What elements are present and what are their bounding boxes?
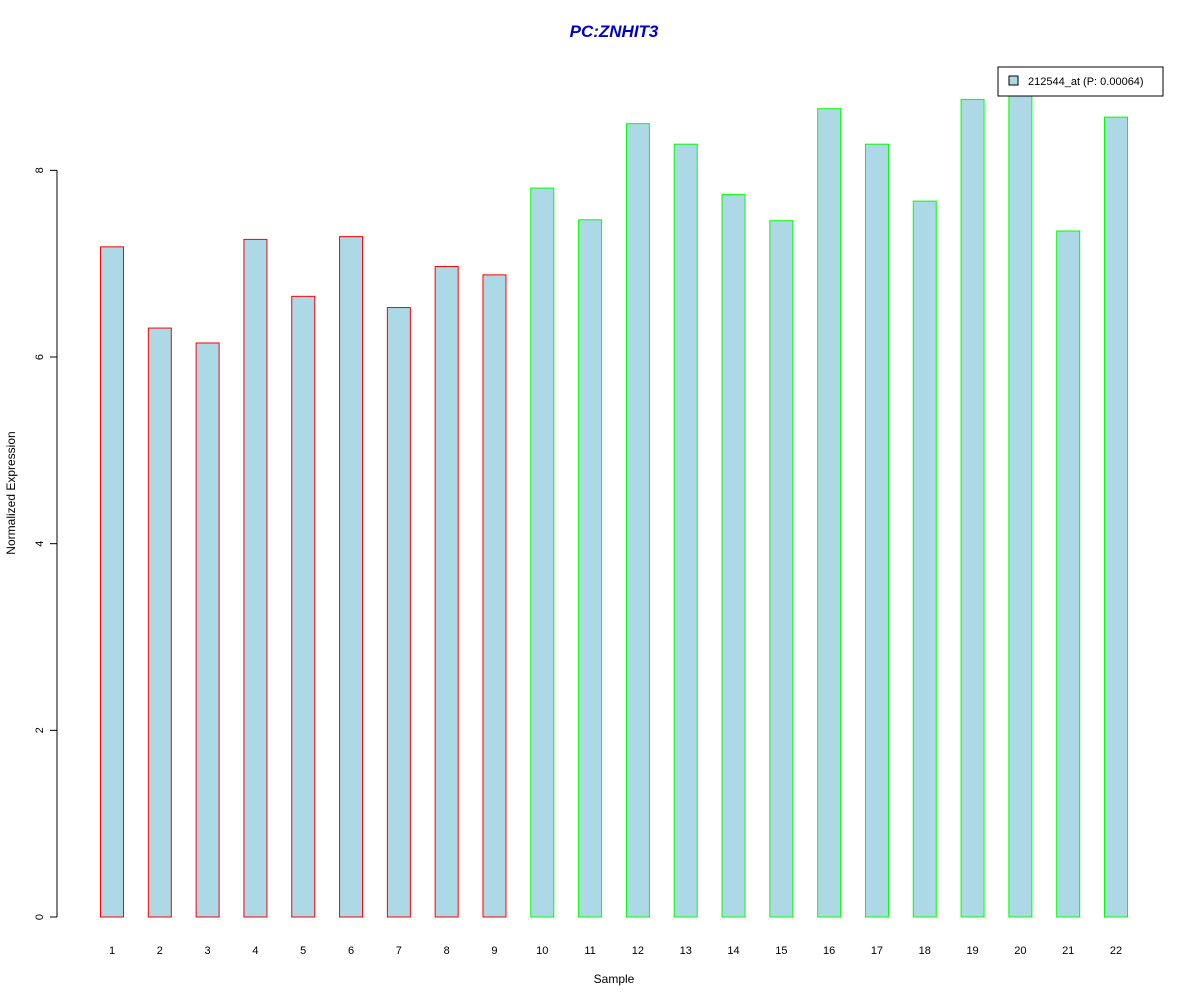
bar-sample-6 xyxy=(339,236,364,918)
x-tick-labels: 1 2 3 4 5 6 7 8 9 10 11 12 13 14 15 16 17 18 19 20 21 22 xyxy=(109,945,1122,957)
legend: 212544_at (P: 0.00064) xyxy=(997,66,1164,97)
x-tick-label: 18 xyxy=(919,945,931,957)
y-tick-label: 6 xyxy=(34,354,46,360)
bar-sample-18 xyxy=(912,200,937,918)
x-tick-label: 16 xyxy=(823,945,835,957)
x-tick-label: 1 xyxy=(109,945,115,957)
x-tick-label: 8 xyxy=(444,945,450,957)
bar-sample-4 xyxy=(243,238,268,918)
y-tick-label: 8 xyxy=(34,167,46,173)
bar-sample-3 xyxy=(195,342,220,918)
x-tick-label: 22 xyxy=(1110,945,1122,957)
y-tick-label: 2 xyxy=(34,727,46,733)
bar-sample-19 xyxy=(960,98,985,918)
bar-sample-13 xyxy=(673,143,698,918)
x-tick-label: 15 xyxy=(775,945,787,957)
bar-sample-12 xyxy=(625,123,650,918)
bar-sample-14 xyxy=(721,194,746,918)
x-tick-label: 19 xyxy=(966,945,978,957)
legend-entry-label: 212544_at (P: 0.00064) xyxy=(1028,76,1144,88)
x-tick-label: 5 xyxy=(300,945,306,957)
bar-sample-22 xyxy=(1104,116,1128,918)
x-tick-label: 11 xyxy=(584,945,595,957)
bar-sample-21 xyxy=(1056,230,1081,918)
x-axis-label: Sample xyxy=(594,972,635,986)
bar-sample-20 xyxy=(1008,86,1033,918)
bar-sample-17 xyxy=(864,143,889,918)
x-tick-label: 17 xyxy=(871,945,883,957)
bar-sample-16 xyxy=(817,108,842,918)
bar-sample-2 xyxy=(147,327,172,918)
y-tick-label: 4 xyxy=(34,541,46,547)
x-tick-label: 6 xyxy=(348,945,354,957)
legend-swatch xyxy=(1008,75,1019,86)
x-tick-label: 4 xyxy=(252,945,258,957)
bar-sample-10 xyxy=(530,187,555,918)
bar-sample-1 xyxy=(100,246,124,918)
chart-title: PC:ZNHIT3 xyxy=(570,22,659,41)
legend-box xyxy=(997,66,1164,97)
x-tick-label: 21 xyxy=(1062,945,1074,957)
x-tick-label: 13 xyxy=(680,945,692,957)
x-tick-label: 7 xyxy=(396,945,402,957)
y-axis-label: Normalized Expression xyxy=(4,431,18,554)
y-tick-label: 0 xyxy=(34,914,46,920)
x-tick-label: 10 xyxy=(536,945,548,957)
bar-sample-7 xyxy=(386,307,411,918)
bars xyxy=(100,86,1128,918)
bar-sample-8 xyxy=(434,265,459,918)
x-tick-label: 2 xyxy=(157,945,163,957)
bar-sample-9 xyxy=(482,274,507,918)
x-tick-label: 3 xyxy=(205,945,211,957)
x-tick-label: 14 xyxy=(727,945,739,957)
bar-sample-15 xyxy=(769,220,794,918)
y-axis: 0 2 4 6 8 xyxy=(34,167,58,920)
x-tick-label: 20 xyxy=(1014,945,1026,957)
x-tick-label: 12 xyxy=(632,945,644,957)
bar-sample-5 xyxy=(291,295,316,918)
bar-sample-11 xyxy=(578,219,603,918)
x-tick-label: 9 xyxy=(491,945,497,957)
